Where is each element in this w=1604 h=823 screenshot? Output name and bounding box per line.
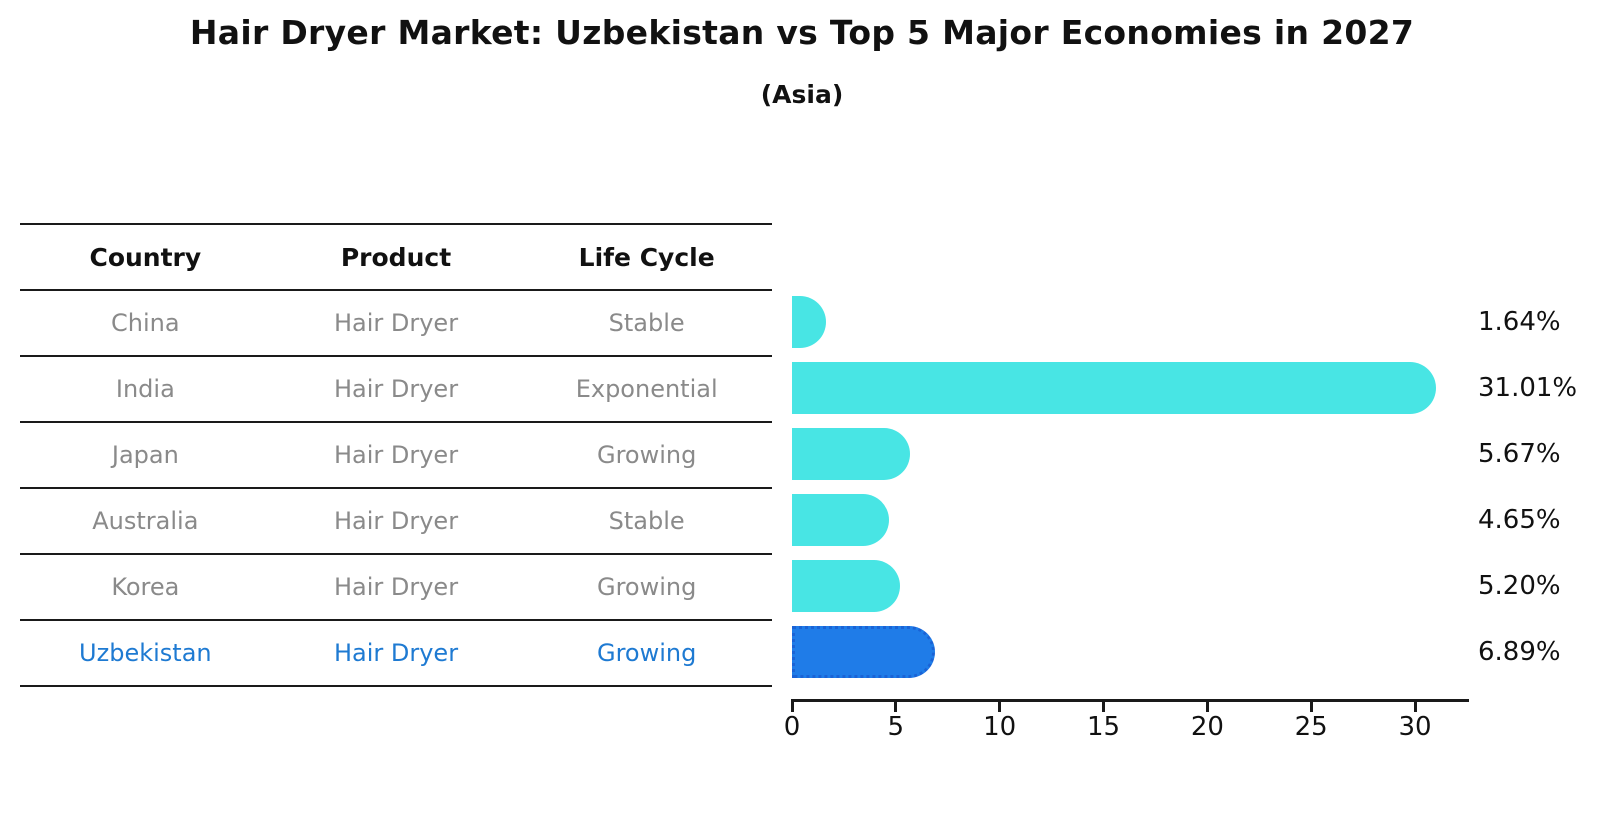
- bar-plot-area: [792, 289, 1468, 700]
- country-table: Country Product Life Cycle China Hair Dry…: [20, 223, 772, 687]
- x-axis-tick-30: [1413, 702, 1417, 712]
- table-row-uzbekistan: Uzbekistan Hair Dryer Growing: [20, 621, 772, 687]
- bar-australia: [792, 494, 889, 546]
- bar-china: [792, 296, 826, 348]
- cell-lifecycle: Stable: [608, 507, 685, 535]
- x-axis-tick-label-15: 15: [1086, 712, 1121, 742]
- value-label-japan: 5.67%: [1478, 439, 1561, 469]
- x-axis-line: [791, 699, 1469, 702]
- table-row-korea: Korea Hair Dryer Growing: [20, 555, 772, 621]
- cell-product: Hair Dryer: [333, 309, 459, 337]
- bar-uzbekistan: [792, 626, 935, 678]
- table-body: China Hair Dryer Stable India Hair Dryer Expo…: [20, 291, 772, 687]
- cell-country: Uzbekistan: [79, 639, 212, 667]
- cell-lifecycle: Exponential: [575, 375, 718, 403]
- cell-country: Australia: [92, 507, 199, 535]
- cell-country: Korea: [111, 573, 180, 601]
- x-axis-tick-label-20: 20: [1190, 712, 1224, 742]
- bar-korea: [792, 560, 900, 612]
- value-label-australia: 4.65%: [1478, 505, 1561, 535]
- value-label-uzbekistan: 6.89%: [1478, 637, 1561, 667]
- cell-product: Hair Dryer: [333, 375, 459, 403]
- cell-product: Hair Dryer: [333, 639, 459, 667]
- bar-japan: [792, 428, 910, 480]
- value-label-china: 1.64%: [1478, 307, 1561, 337]
- x-axis-tick-5: [894, 702, 898, 712]
- x-axis-tick-label-10: 10: [983, 712, 1017, 742]
- x-axis-tick-10: [998, 702, 1002, 712]
- x-axis-tick-15: [1102, 702, 1106, 712]
- x-axis-tick-20: [1205, 702, 1209, 712]
- x-axis-tick-label-25: 25: [1294, 712, 1328, 742]
- x-axis-tick-25: [1309, 702, 1313, 712]
- chart-subtitle: (Asia): [760, 80, 844, 109]
- value-label-korea: 5.20%: [1478, 571, 1561, 601]
- x-axis-tick-label-0: 0: [783, 712, 801, 742]
- table-row-japan: Japan Hair Dryer Growing: [20, 423, 772, 489]
- cell-lifecycle: Growing: [596, 573, 697, 601]
- cell-product: Hair Dryer: [333, 573, 459, 601]
- table-row-india: India Hair Dryer Exponential: [20, 357, 772, 423]
- column-header-country: Country: [89, 242, 202, 272]
- cell-country: Japan: [111, 441, 179, 469]
- cell-country: China: [111, 309, 180, 337]
- x-axis-tick-0: [790, 702, 794, 712]
- value-label-india: 31.01%: [1478, 373, 1578, 403]
- x-axis-tick-label-30: 30: [1398, 712, 1432, 742]
- cell-product: Hair Dryer: [333, 441, 459, 469]
- bar-india: [792, 362, 1436, 414]
- table-row-china: China Hair Dryer Stable: [20, 291, 772, 357]
- chart-title: Hair Dryer Market: Uzbekistan vs Top 5 M…: [189, 13, 1415, 52]
- cell-lifecycle: Growing: [596, 639, 697, 667]
- cell-product: Hair Dryer: [333, 507, 459, 535]
- table-row-australia: Australia Hair Dryer Stable: [20, 489, 772, 555]
- cell-lifecycle: Stable: [608, 309, 685, 337]
- cell-lifecycle: Growing: [596, 441, 697, 469]
- table-header-row: Country Product Life Cycle: [20, 225, 772, 291]
- column-header-lifecycle: Life Cycle: [578, 242, 715, 272]
- column-header-product: Product: [340, 242, 452, 272]
- cell-country: India: [115, 375, 175, 403]
- x-axis-tick-label-5: 5: [887, 712, 905, 742]
